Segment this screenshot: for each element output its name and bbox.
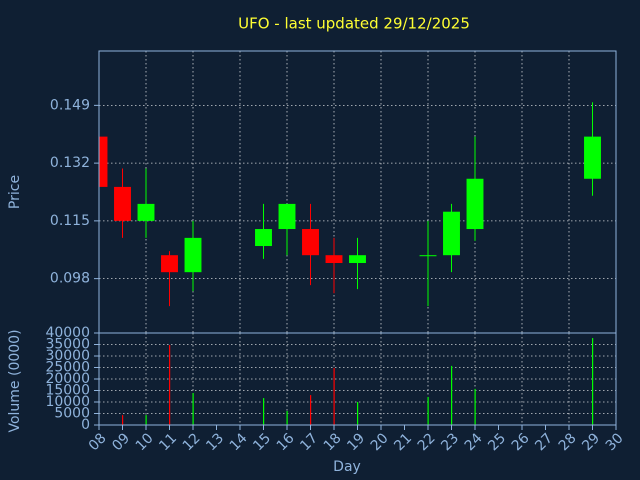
x-tick-label: 28 — [556, 430, 580, 454]
x-tick-label: 14 — [227, 430, 251, 454]
x-tick-label: 26 — [509, 430, 533, 454]
volume-bar — [592, 338, 594, 425]
y-tick-label: 0 — [81, 417, 90, 433]
volume-frame — [98, 332, 617, 426]
x-tick-label: 10 — [133, 430, 157, 454]
y-tick-label: 30000 — [45, 348, 90, 364]
price-frame — [98, 50, 617, 334]
x-axis-label: Day — [333, 459, 361, 475]
candle-body — [114, 186, 131, 221]
candle-body — [184, 237, 202, 273]
candle-body — [161, 255, 178, 273]
candle-body — [349, 255, 366, 264]
volume-bar — [286, 410, 288, 425]
x-tick-label: 24 — [462, 430, 486, 454]
x-tick-label: 11 — [156, 430, 180, 454]
volume-bar — [122, 415, 124, 425]
x-tick-label: 18 — [321, 430, 345, 454]
volume-bar — [192, 393, 194, 425]
volume-bar — [357, 402, 359, 425]
x-tick-label: 30 — [603, 430, 627, 454]
y-tick-label: 0.115 — [50, 213, 90, 229]
y-axis-label: Price — [7, 175, 23, 209]
y-tick-label: 0.132 — [50, 155, 90, 171]
x-tick-label: 27 — [532, 430, 556, 454]
x-tick-label: 17 — [297, 430, 321, 454]
y-tick-label: 35000 — [45, 337, 90, 353]
candle-body — [255, 229, 272, 247]
candle-body — [325, 255, 343, 264]
volume-bar — [145, 415, 147, 425]
volume-bar — [451, 365, 453, 425]
x-tick-label: 12 — [180, 430, 204, 454]
x-tick-label: 22 — [415, 430, 439, 454]
y-tick-label: 5000 — [54, 406, 90, 422]
y-tick-label: 25000 — [45, 360, 90, 376]
y-tick-label: 20000 — [45, 371, 90, 387]
candle-body — [466, 178, 484, 230]
x-tick-label: 08 — [86, 430, 110, 454]
volume-bar — [333, 367, 335, 425]
x-tick-label: 19 — [344, 430, 368, 454]
x-tick-label: 23 — [438, 430, 462, 454]
candle-body — [302, 229, 319, 256]
y-tick-label: 0.149 — [50, 97, 90, 113]
volume-plot — [99, 333, 616, 425]
x-tick-label: 21 — [391, 430, 415, 454]
candle-body — [278, 203, 296, 230]
volume-bar — [474, 388, 476, 425]
x-tick-label: 29 — [579, 430, 603, 454]
axes: 0.098 0.115 0.132 0.149 05000100001500020000… — [45, 97, 626, 454]
candle-body — [419, 255, 437, 257]
volume-bar — [169, 344, 171, 425]
candle-body — [137, 203, 155, 221]
candle-body — [584, 136, 601, 179]
x-tick-label: 15 — [250, 430, 274, 454]
volume-bar — [263, 398, 265, 425]
candle-body — [443, 211, 460, 256]
chart-title: UFO - last updated 29/12/2025 — [238, 15, 470, 33]
x-tick-label: 25 — [485, 430, 509, 454]
y-tick-label: 10000 — [45, 394, 90, 410]
volume-bar — [310, 395, 312, 425]
x-tick-label: 13 — [203, 430, 227, 454]
y-axis-label: Volume (0000) — [7, 329, 23, 432]
volume-bar — [427, 396, 429, 425]
x-tick-label: 20 — [368, 430, 392, 454]
price-plot — [99, 51, 616, 333]
x-tick-label: 09 — [109, 430, 133, 454]
x-tick-label: 16 — [274, 430, 298, 454]
candle-body — [99, 136, 108, 187]
y-tick-label: 40000 — [45, 325, 90, 341]
y-tick-label: 0.098 — [50, 271, 90, 287]
y-tick-label: 15000 — [45, 383, 90, 399]
